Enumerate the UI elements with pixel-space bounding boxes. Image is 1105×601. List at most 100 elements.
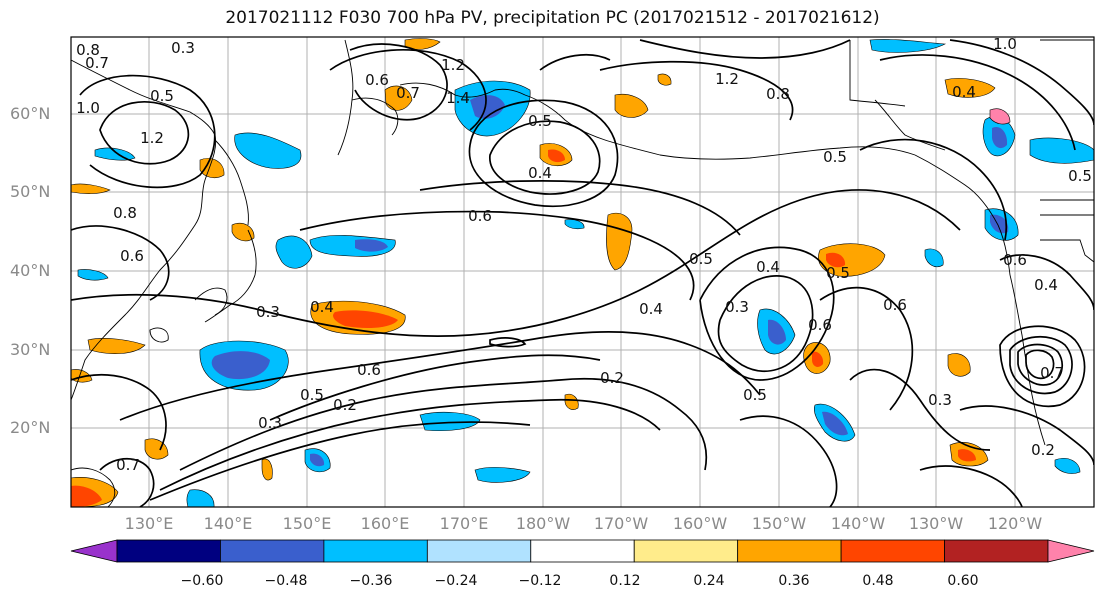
precip-pos-patch: [958, 449, 976, 462]
contour-label-layer: 0.8 0.7 0.3 1.0 0.5 1.2 0.6 1.2 0.5 0.4 …: [76, 35, 1092, 474]
contour-label: 0.8: [76, 41, 100, 59]
precip-pos-patch: [826, 252, 846, 268]
colorbar-segment: [220, 539, 325, 563]
contour-label: 0.6: [883, 296, 907, 314]
colorbar-tick-label: −0.24: [434, 573, 478, 589]
colorbar-segment: [116, 539, 221, 563]
colorbar-tick-label: 0.36: [778, 573, 810, 589]
contour-label: 0.3: [725, 298, 749, 316]
contour-label: 0.5: [743, 386, 767, 404]
contour-label: 0.4: [1034, 276, 1058, 294]
precip-pos-patch: [144, 438, 169, 460]
contour-label: 0.7: [85, 54, 109, 72]
contour-label: 0.6: [808, 316, 832, 334]
precip-neg-patch: [822, 411, 848, 436]
lat-tick-label: 50°N: [10, 182, 51, 201]
colorbar-segment: [944, 539, 1049, 563]
lat-tick-label: 60°N: [10, 104, 51, 123]
precip-neg-patch: [234, 132, 302, 169]
precip-shading: [71, 38, 1094, 507]
map-title: 2017021112 F030 700 hPa PV, precipitatio…: [225, 8, 880, 28]
coastlines: [71, 39, 1094, 507]
contour-label: 0.2: [600, 369, 624, 387]
contour-label: 0.7: [116, 456, 140, 474]
pv-contours: [71, 39, 1094, 507]
contour-label: 0.5: [150, 87, 174, 105]
precip-pos-patch: [657, 73, 672, 86]
contour-label: 0.6: [120, 247, 144, 265]
lon-tick-label: 160°E: [360, 514, 410, 533]
lon-tick-label: 150°W: [751, 514, 807, 533]
contour-label: 0.7: [396, 84, 420, 102]
contour-label: 0.8: [113, 204, 137, 222]
contour-label: 0.6: [468, 207, 492, 225]
contour-label: 0.5: [826, 264, 850, 282]
precip-neg-patch: [474, 467, 531, 483]
contour-label: 0.4: [310, 298, 334, 316]
lon-tick-label: 130°W: [908, 514, 964, 533]
precip-pos-patch: [818, 243, 886, 277]
precip-neg-patch: [94, 147, 136, 161]
precip-neg-patch: [768, 319, 786, 345]
colorbar-tick-label: 0.48: [862, 573, 894, 589]
contour-label: 1.2: [441, 56, 465, 74]
contour-label: 1.0: [76, 99, 100, 117]
precip-pos-patch: [812, 351, 824, 367]
contour-label: 0.4: [528, 164, 552, 182]
lon-tick-label: 130°E: [124, 514, 174, 533]
contour-label: 0.5: [823, 148, 847, 166]
precip-pos-patch: [548, 149, 565, 163]
lat-tick-label: 20°N: [10, 418, 51, 437]
lon-tick-label: 170°W: [593, 514, 649, 533]
contour-label: 0.2: [333, 396, 357, 414]
map-frame: [70, 36, 1095, 508]
contour-label: 0.3: [171, 39, 195, 57]
colorbar-tick-label: −0.36: [349, 573, 393, 589]
contour-label: 1.4: [446, 89, 470, 107]
colorbar-segment: [426, 539, 532, 563]
precip-pos-patch: [944, 78, 996, 98]
precip-pos-patch: [231, 222, 255, 242]
colorbar-tick-label: −0.48: [264, 573, 308, 589]
lat-tick-label: 40°N: [10, 261, 51, 280]
colorbar-tick-label: 0.60: [947, 573, 979, 589]
contour-label: 0.3: [258, 414, 282, 432]
contour-label: 0.6: [365, 71, 389, 89]
precip-pos-patch: [989, 108, 1011, 125]
contour-label: 0.4: [952, 83, 976, 101]
precip-pos-patch: [71, 485, 102, 507]
colorbar-tick-label: −0.60: [180, 573, 224, 589]
colorbar-segment: [633, 539, 739, 563]
contour-label: 0.3: [256, 303, 280, 321]
contour-label: 0.6: [1003, 251, 1027, 269]
colorbar-arrow-left: [70, 539, 118, 563]
colorbar-segment: [530, 539, 635, 563]
precip-neg-patch: [1029, 137, 1094, 164]
contour-label: 0.8: [766, 85, 790, 103]
contour-label: 1.2: [140, 129, 164, 147]
precip-pos-patch: [564, 393, 579, 410]
precip-neg-patch: [355, 239, 388, 252]
precip-neg-patch: [924, 248, 944, 268]
precip-pos-patch: [71, 183, 111, 194]
lon-tick-label: 150°E: [282, 514, 332, 533]
contour-label: 0.3: [928, 391, 952, 409]
colorbar-segment: [737, 539, 842, 563]
lon-tick-label: 140°E: [203, 514, 253, 533]
contour-label: 0.5: [689, 250, 713, 268]
colorbar-tick-label: −0.12: [518, 573, 562, 589]
precip-pos-patch: [261, 458, 273, 481]
contour-label: 1.0: [993, 35, 1017, 53]
precip-neg-patch: [992, 126, 1008, 149]
precip-neg-patch: [310, 453, 325, 467]
colorbar-tick-label: 0.24: [693, 573, 725, 589]
contour-label: 0.4: [756, 258, 780, 276]
contour-label: 0.5: [528, 112, 552, 130]
lon-tick-label: 170°E: [439, 514, 489, 533]
precip-neg-patch: [869, 39, 947, 53]
lon-tick-label: 140°W: [830, 514, 886, 533]
contour-label: 0.6: [357, 361, 381, 379]
lat-tick-label: 30°N: [10, 340, 51, 359]
precip-neg-patch: [211, 351, 270, 380]
